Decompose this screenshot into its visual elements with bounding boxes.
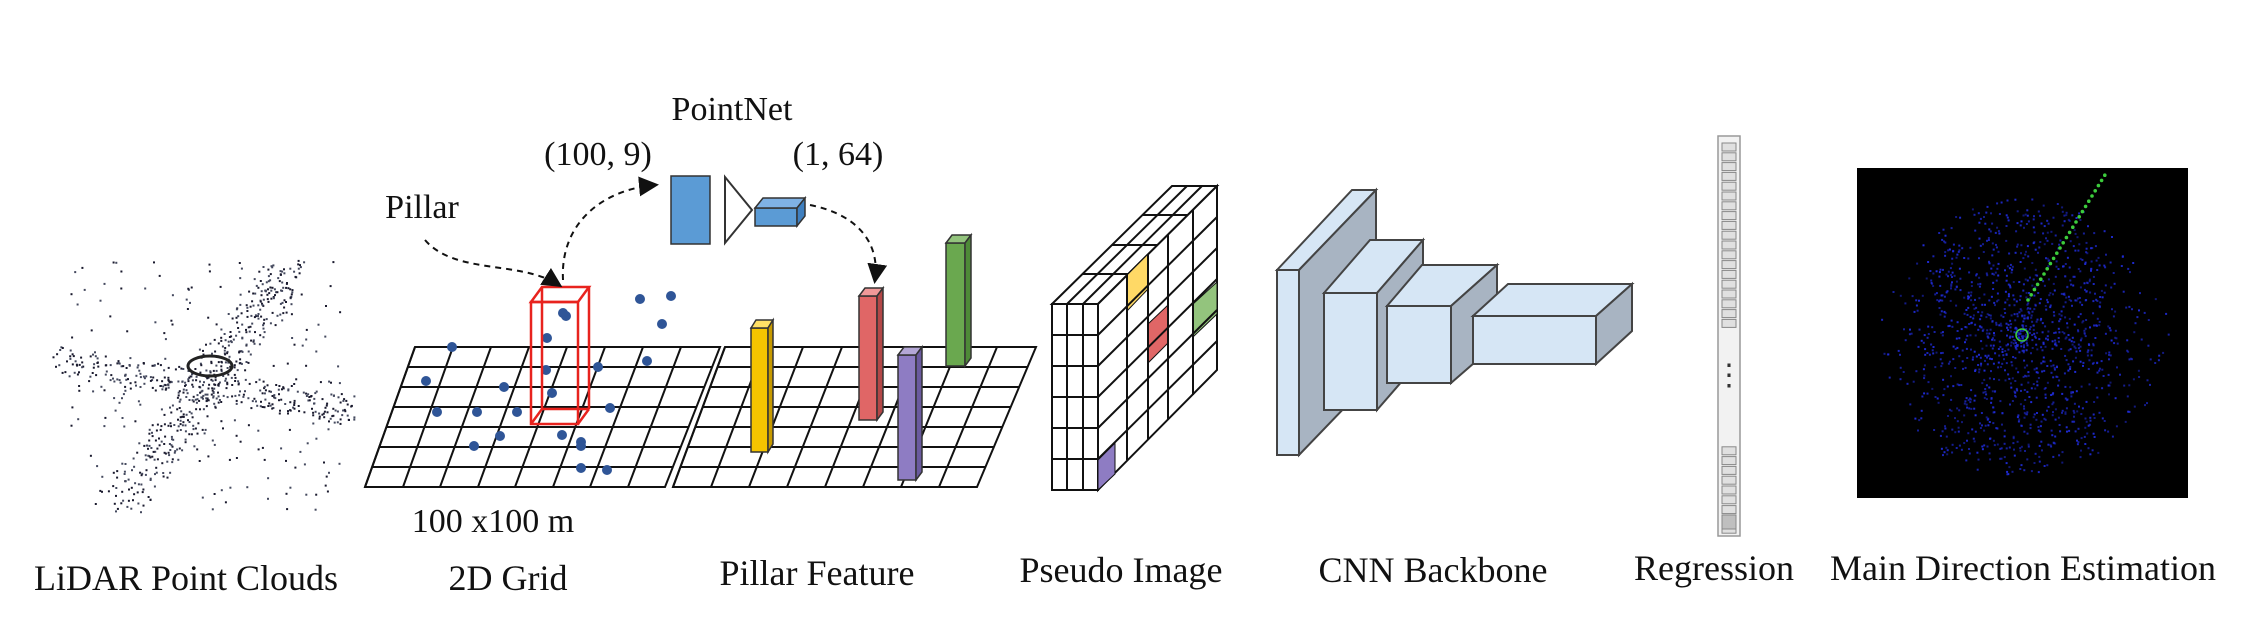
feature-bar-yellow [749,317,775,455]
grid-caption: 2D Grid [449,558,568,598]
bev-scan-icon [1857,168,2188,498]
grid-size-label: 100 x100 m [412,503,574,540]
feature-bar-red [857,285,885,423]
pillar-arrow [424,176,888,288]
pseudo-image-caption: Pseudo Image [1020,550,1223,590]
pseudo-image [1049,183,1220,493]
feature-bar-purple [896,344,924,483]
lidar-point-cloud-icon [52,259,356,514]
pointnet-output-shape: (1, 64) [793,136,884,173]
regression-vector: ⋮ [1714,135,1744,537]
cnn-backbone-caption: CNN Backbone [1319,550,1548,590]
grid-lines [363,346,722,488]
regression-ellipsis: ⋮ [1714,359,1744,392]
cnn-backbone [1274,187,1635,458]
main-direction-caption: Main Direction Estimation [1830,548,2216,588]
grid-points [421,291,676,475]
lidar-caption: LiDAR Point Clouds [34,558,338,598]
feature-bar-green [944,232,973,369]
regression-caption: Regression [1634,548,1794,588]
pointnet-input-shape: (100, 9) [544,136,652,173]
pillar-box [528,285,592,426]
pillar-feature-grid [671,232,1038,488]
2d-grid [363,285,722,488]
pillar-feature-caption: Pillar Feature [720,553,915,593]
pointnet-block [670,174,807,246]
pillar-label: Pillar [385,189,459,226]
pointnet-label: PointNet [672,91,793,128]
